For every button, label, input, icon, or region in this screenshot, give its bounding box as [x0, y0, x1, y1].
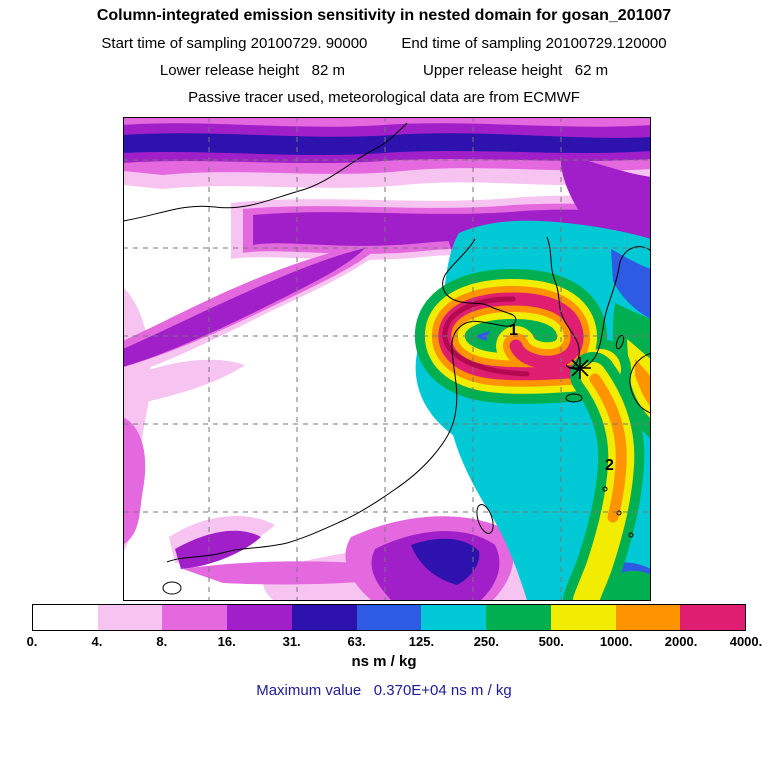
- colorbar-tick-label: 250.: [473, 634, 500, 649]
- sensitivity-map: 1 2: [122, 117, 652, 623]
- colorbar-segment: [486, 605, 551, 630]
- release-heights-row: Lower release height 82 m Upper release …: [0, 62, 768, 79]
- lower-release-text: Lower release height 82 m: [159, 62, 345, 79]
- max-value-label: Maximum value 0.370E+04 ns m / kg: [256, 682, 512, 699]
- colorbar-segment: [550, 605, 616, 630]
- contour-level-purple: [123, 123, 651, 569]
- colorbar-ticks: 0. 4. 8. 16. 31. 63. 125. 250. 500. 1000. 2000. 400…: [27, 634, 763, 650]
- end-time-text: End time of sampling 20100729.120000: [401, 35, 667, 52]
- start-time-text: Start time of sampling 20100729. 90000: [101, 35, 368, 52]
- colorbar-tick-label: 1000.: [599, 634, 633, 649]
- colorbar-segment: [615, 605, 681, 630]
- island-tsushima: [615, 334, 625, 350]
- map-frame: [123, 117, 651, 601]
- coastline-north-border: [122, 122, 408, 222]
- receptor-marker-icon: [569, 357, 591, 379]
- colorbar-tick-label: 500.: [538, 634, 564, 649]
- hook-plume: [414, 269, 631, 404]
- sampling-times-row: Start time of sampling 20100729. 90000 E…: [0, 35, 768, 52]
- island-ryukyu-3: [628, 532, 634, 538]
- annotation-1: 1: [509, 322, 518, 339]
- colorbar-tick-label: 4000.: [729, 634, 763, 649]
- units-label: ns m / kg: [351, 653, 417, 670]
- tracer-text: Passive tracer used, meteorological data…: [188, 89, 580, 106]
- colorbar-segment: [680, 605, 746, 630]
- contour-bottom-blob: [371, 531, 500, 600]
- colorbar-tick-label: 16.: [217, 634, 236, 649]
- colorbar-tick-label: 4.: [91, 634, 103, 649]
- colorbar-segment: [33, 605, 98, 630]
- annotation-2: 2: [605, 457, 614, 474]
- colorbar: [32, 604, 746, 631]
- colorbar-segment: [162, 605, 228, 630]
- graticule: [123, 117, 651, 601]
- coastline-kyushu: [629, 352, 652, 414]
- contour-right-edge-patches: [609, 303, 651, 600]
- colorbar-tick-label: 8.: [156, 634, 168, 649]
- colorbar-tick-label: 31.: [282, 634, 301, 649]
- island-ryukyu-2: [616, 510, 622, 516]
- island-ryukyu-1: [602, 486, 608, 492]
- colorbar-segment: [97, 605, 163, 630]
- colorbar-segment: [291, 605, 357, 630]
- colorbar-tick-label: 2000.: [664, 634, 698, 649]
- coastline-korea-east: [565, 246, 652, 370]
- upper-release-text: Upper release height 62 m: [423, 62, 609, 79]
- colorbar-tick-label: 63.: [347, 634, 366, 649]
- colorbar-tick-label: 0.: [26, 634, 38, 649]
- island-hainan: [162, 581, 182, 595]
- map-svg: 1 2: [122, 117, 652, 623]
- island-jeju: [565, 393, 583, 403]
- ribbon-plume: [563, 352, 645, 623]
- contour-level-dark-blue: [123, 133, 651, 155]
- colorbar-segment: [227, 605, 292, 630]
- colorbar-segment: [421, 605, 487, 630]
- coastline-china: [166, 238, 517, 563]
- island-taiwan: [476, 504, 494, 534]
- colorbar-segment: [356, 605, 422, 630]
- page-title: Column-integrated emission sensitivity i…: [96, 7, 672, 24]
- colorbar-tick-label: 125.: [408, 634, 435, 649]
